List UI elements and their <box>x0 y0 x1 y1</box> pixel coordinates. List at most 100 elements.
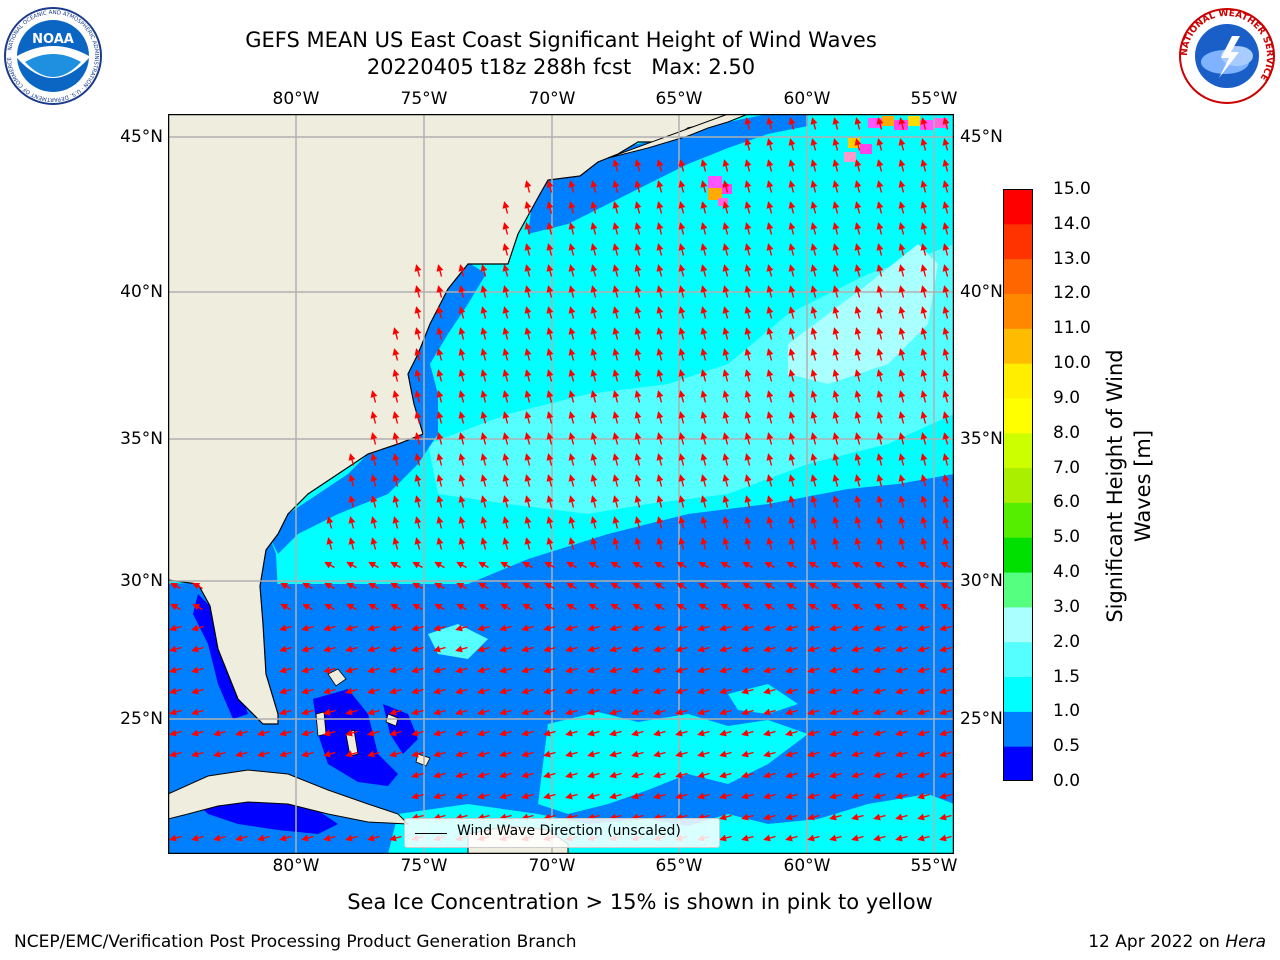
wind-wave-arrow <box>631 792 644 800</box>
wind-wave-arrow <box>876 516 884 529</box>
wind-wave-arrow <box>700 243 708 256</box>
wind-wave-arrow <box>568 411 576 424</box>
wind-wave-arrow <box>480 495 488 508</box>
wind-wave-arrow <box>634 159 642 172</box>
wind-wave-arrow <box>896 603 907 611</box>
wind-wave-arrow <box>301 708 314 716</box>
wind-wave-arrow <box>744 516 752 529</box>
wind-wave-arrow <box>920 180 928 193</box>
wind-wave-arrow <box>744 159 752 172</box>
wind-wave-arrow <box>414 285 422 298</box>
wind-wave-arrow <box>568 369 576 382</box>
wind-wave-arrow <box>895 792 908 800</box>
wind-wave-arrow <box>522 603 533 611</box>
wind-wave-arrow <box>741 645 754 653</box>
wind-wave-arrow <box>741 771 754 779</box>
wind-wave-arrow <box>477 645 490 653</box>
sea-ice-note: Sea Ice Concentration > 15% is shown in … <box>347 890 933 914</box>
wind-wave-arrow <box>832 411 840 424</box>
wind-wave-arrow <box>678 369 686 382</box>
wind-wave-arrow <box>920 474 928 487</box>
wind-wave-arrow <box>500 561 511 569</box>
wind-wave-arrow <box>458 369 466 382</box>
wind-wave-arrow <box>744 411 752 424</box>
wind-wave-arrow <box>568 285 576 298</box>
wind-wave-arrow <box>810 411 818 424</box>
wind-wave-arrow <box>458 537 466 550</box>
wind-wave-arrow <box>590 243 598 256</box>
wind-wave-arrow <box>610 561 621 569</box>
wind-wave-arrow <box>436 537 444 550</box>
wind-wave-arrow <box>895 666 908 674</box>
wind-wave-arrow <box>700 348 708 361</box>
wind-wave-arrow <box>942 474 950 487</box>
wind-wave-arrow <box>588 603 599 611</box>
wind-wave-arrow <box>546 264 554 277</box>
wind-wave-arrow <box>807 813 820 821</box>
wind-wave-arrow <box>656 390 664 403</box>
wind-wave-arrow <box>700 159 708 172</box>
wind-wave-arrow <box>477 771 490 779</box>
wind-wave-arrow <box>348 516 356 529</box>
wind-wave-arrow <box>653 666 666 674</box>
colorbar-cell <box>1003 397 1033 434</box>
wind-wave-arrow <box>785 792 798 800</box>
wind-wave-arrow <box>719 792 732 800</box>
wind-wave-arrow <box>546 222 554 235</box>
wind-wave-arrow <box>917 771 930 779</box>
wind-wave-arrow <box>590 222 598 235</box>
wind-wave-arrow <box>546 474 554 487</box>
wind-wave-arrow <box>876 348 884 361</box>
wind-wave-arrow <box>524 180 532 193</box>
wind-wave-arrow <box>678 243 686 256</box>
wind-wave-arrow <box>634 327 642 340</box>
wind-wave-arrow <box>832 201 840 214</box>
wind-wave-arrow <box>920 201 928 214</box>
wind-wave-arrow <box>832 516 840 529</box>
wind-wave-arrow <box>766 159 774 172</box>
wind-wave-arrow <box>700 369 708 382</box>
wind-wave-arrow <box>566 582 577 590</box>
chart-title: GEFS MEAN US East Coast Significant Heig… <box>245 28 877 52</box>
wind-wave-arrow <box>301 687 314 695</box>
wind-wave-arrow <box>675 792 688 800</box>
wind-wave-arrow <box>854 348 862 361</box>
wind-wave-arrow <box>634 474 642 487</box>
wind-wave-arrow <box>480 348 488 361</box>
wind-wave-arrow <box>942 180 950 193</box>
wind-wave-arrow <box>480 390 488 403</box>
wind-wave-arrow <box>612 327 620 340</box>
wind-wave-arrow <box>634 201 642 214</box>
wind-wave-arrow <box>917 645 930 653</box>
wind-wave-arrow <box>590 285 598 298</box>
wind-wave-arrow <box>389 624 402 632</box>
wind-wave-arrow <box>942 201 950 214</box>
wind-wave-arrow <box>942 285 950 298</box>
wind-wave-arrow <box>326 537 334 550</box>
wind-wave-arrow <box>788 453 796 466</box>
wind-wave-arrow <box>785 645 798 653</box>
wind-wave-arrow <box>191 750 204 758</box>
wind-wave-arrow <box>434 582 445 590</box>
wind-wave-arrow <box>719 729 732 737</box>
wind-wave-arrow <box>367 624 380 632</box>
wind-wave-arrow <box>895 645 908 653</box>
wind-wave-arrow <box>939 729 952 737</box>
wind-wave-arrow <box>546 516 554 529</box>
wind-wave-arrow <box>876 180 884 193</box>
lat-tick-label: 30°N <box>120 571 163 591</box>
wind-wave-arrow <box>741 708 754 716</box>
wind-wave-arrow <box>524 495 532 508</box>
wind-wave-arrow <box>590 327 598 340</box>
wind-wave-arrow <box>367 666 380 674</box>
wind-wave-arrow <box>895 834 908 842</box>
wind-wave-arrow <box>742 561 753 569</box>
wind-wave-arrow <box>876 285 884 298</box>
gridlines <box>168 114 954 854</box>
wind-wave-arrow <box>370 432 378 445</box>
wind-wave-arrow <box>920 516 928 529</box>
wind-wave-arrow <box>301 750 314 758</box>
wind-wave-arrow <box>568 306 576 319</box>
wind-wave-arrow <box>632 582 643 590</box>
wind-wave-arrow <box>920 348 928 361</box>
